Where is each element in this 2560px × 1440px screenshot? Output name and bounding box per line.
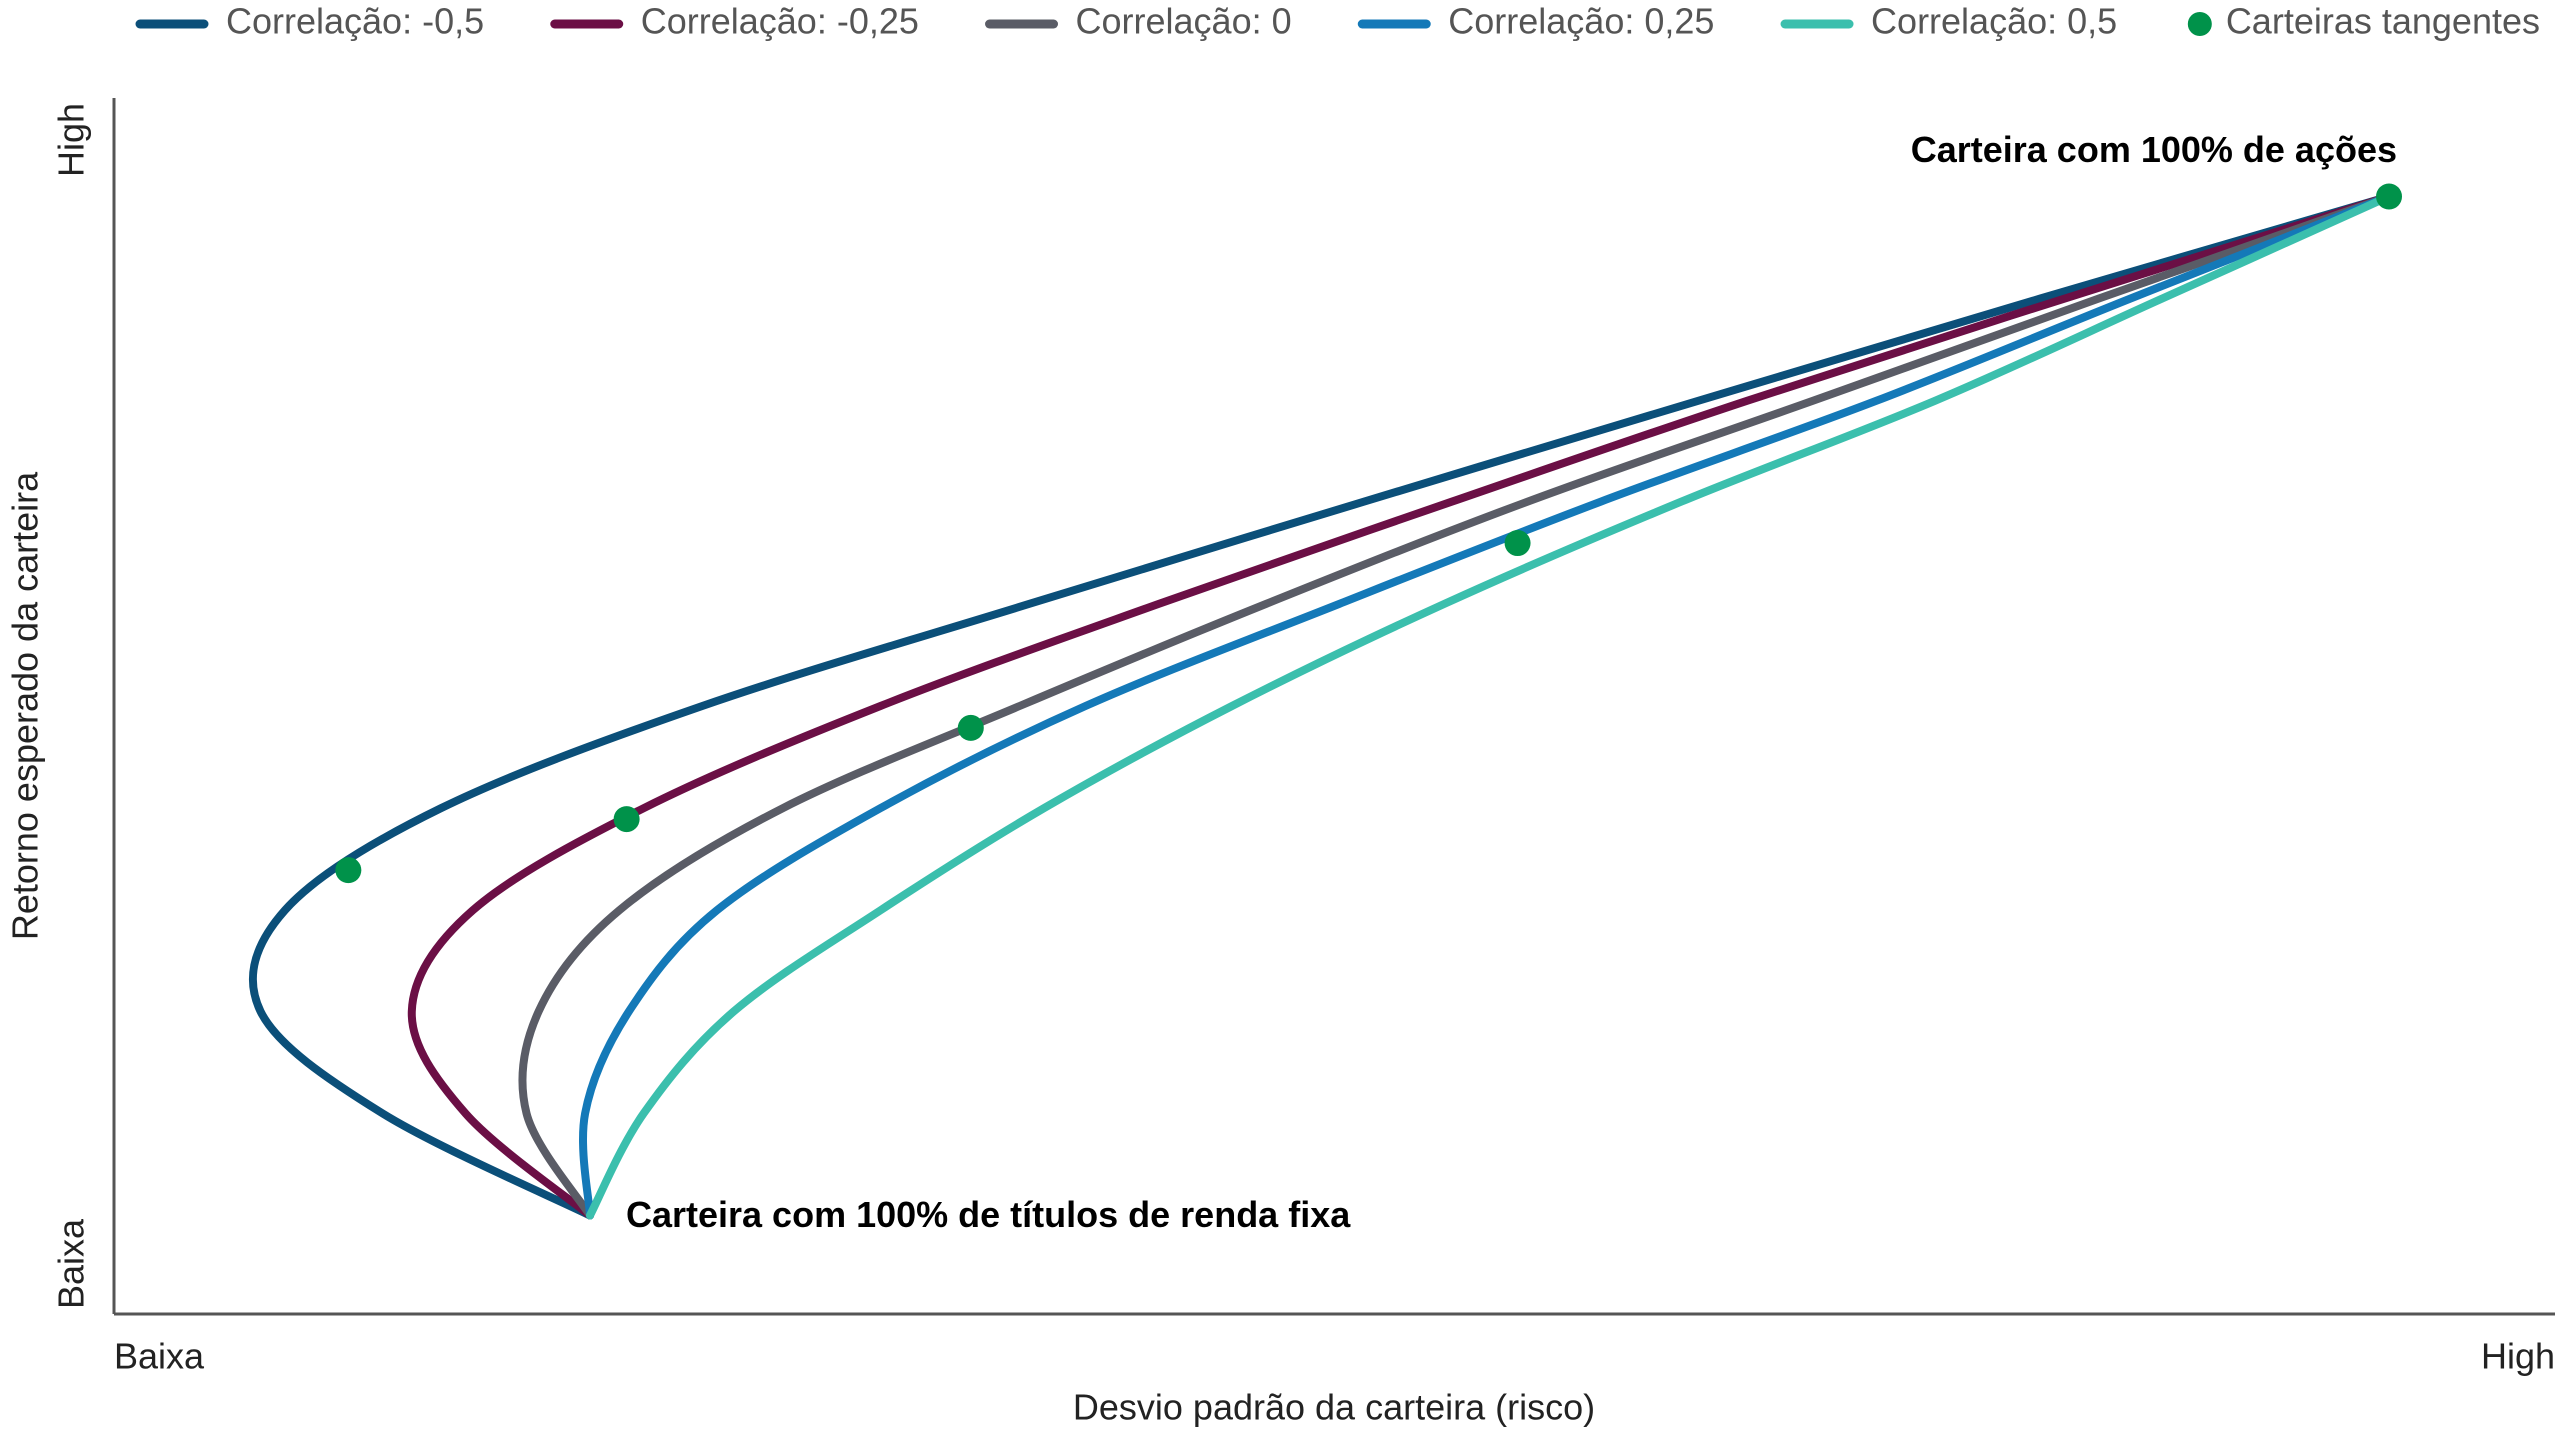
legend-label: Correlação: 0,5 xyxy=(1871,1,2117,42)
legend-item: Correlação: 0,5 xyxy=(1780,1,2117,42)
x-tick-label: High xyxy=(2481,1336,2555,1377)
tangent-point xyxy=(957,714,984,741)
legend-label: Correlação: -0,25 xyxy=(641,1,919,42)
tangent-point xyxy=(1504,530,1531,557)
legend-item: Correlação: 0,25 xyxy=(1357,1,1714,42)
legend-item: Correlação: -0,5 xyxy=(135,1,484,42)
series-line xyxy=(407,192,2394,1220)
legend-label: Correlação: 0 xyxy=(1076,1,1292,42)
annotation: Carteira com 100% de ações xyxy=(1911,129,2397,170)
series-line xyxy=(579,192,2394,1220)
y-tick-label: Baixa xyxy=(51,1218,92,1309)
legend-item: Correlação: 0 xyxy=(985,1,1292,42)
y-tick-label: High xyxy=(51,103,92,177)
tangent-point xyxy=(2376,183,2403,210)
legend: Correlação: -0,5 Correlação: -0,25 Correla… xyxy=(135,1,2540,42)
x-axis-title: Desvio padrão da carteira (risco) xyxy=(1073,1387,1595,1428)
legend-marker xyxy=(2187,12,2212,36)
tangent-point xyxy=(613,806,640,833)
annotation: Carteira com 100% de títulos de renda fi… xyxy=(626,1194,1351,1235)
legend-label: Correlação: 0,25 xyxy=(1448,1,1714,42)
y-axis-title: Retorno esperado da carteira xyxy=(5,471,46,940)
series-line xyxy=(585,192,2394,1220)
legend-label: Carteiras tangentes xyxy=(2226,1,2540,42)
x-tick-label: Baixa xyxy=(114,1336,205,1377)
series-line xyxy=(518,192,2394,1220)
legend-label: Correlação: -0,5 xyxy=(226,1,484,42)
legend-item: Carteiras tangentes xyxy=(2187,1,2540,42)
legend-item: Correlação: -0,25 xyxy=(550,1,919,42)
series-line xyxy=(248,192,2394,1220)
tangent-point xyxy=(335,857,362,884)
